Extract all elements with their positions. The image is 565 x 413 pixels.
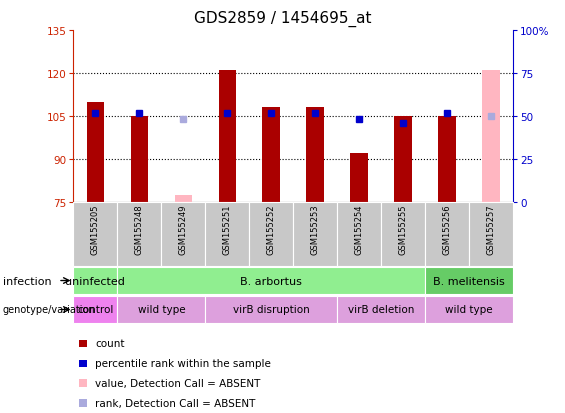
Text: value, Detection Call = ABSENT: value, Detection Call = ABSENT <box>95 378 260 388</box>
Text: GSM155205: GSM155205 <box>91 204 100 255</box>
Bar <box>263 108 280 202</box>
Bar <box>205 296 337 324</box>
Bar <box>425 296 513 324</box>
Text: B. arbortus: B. arbortus <box>240 276 302 286</box>
Bar <box>394 116 412 202</box>
Bar <box>425 202 469 266</box>
Bar <box>86 102 104 202</box>
Bar <box>337 202 381 266</box>
Bar <box>131 116 148 202</box>
Bar <box>483 71 500 202</box>
Text: GSM155254: GSM155254 <box>355 204 364 255</box>
Text: GSM155257: GSM155257 <box>486 204 496 255</box>
Bar <box>175 195 192 202</box>
Bar <box>350 154 368 202</box>
Text: wild type: wild type <box>137 305 185 315</box>
Bar <box>249 202 293 266</box>
Bar <box>337 296 425 324</box>
Bar <box>162 202 205 266</box>
Bar <box>73 296 118 324</box>
Text: uninfected: uninfected <box>66 276 125 286</box>
Bar <box>118 296 205 324</box>
Bar <box>205 202 249 266</box>
Text: infection: infection <box>3 276 51 286</box>
Text: control: control <box>77 305 114 315</box>
Text: GSM155255: GSM155255 <box>399 204 407 255</box>
Bar <box>118 202 162 266</box>
Text: virB disruption: virB disruption <box>233 305 310 315</box>
Text: GSM155248: GSM155248 <box>135 204 144 255</box>
Bar <box>425 267 513 295</box>
Text: GSM155249: GSM155249 <box>179 204 188 255</box>
Bar <box>438 116 456 202</box>
Text: GSM155251: GSM155251 <box>223 204 232 255</box>
Text: B. melitensis: B. melitensis <box>433 276 505 286</box>
Bar <box>306 108 324 202</box>
Bar <box>73 202 118 266</box>
Bar <box>219 71 236 202</box>
Text: GSM155256: GSM155256 <box>442 204 451 255</box>
Bar <box>118 267 425 295</box>
Text: virB deletion: virB deletion <box>348 305 414 315</box>
Text: genotype/variation: genotype/variation <box>3 305 95 315</box>
Bar <box>381 202 425 266</box>
Bar <box>293 202 337 266</box>
Text: GSM155253: GSM155253 <box>311 204 320 255</box>
Text: percentile rank within the sample: percentile rank within the sample <box>95 358 271 368</box>
Text: GDS2859 / 1454695_at: GDS2859 / 1454695_at <box>194 10 371 26</box>
Text: count: count <box>95 339 124 349</box>
Text: wild type: wild type <box>445 305 493 315</box>
Text: GSM155252: GSM155252 <box>267 204 276 255</box>
Bar <box>469 202 513 266</box>
Text: rank, Detection Call = ABSENT: rank, Detection Call = ABSENT <box>95 398 255 408</box>
Bar <box>73 267 118 295</box>
